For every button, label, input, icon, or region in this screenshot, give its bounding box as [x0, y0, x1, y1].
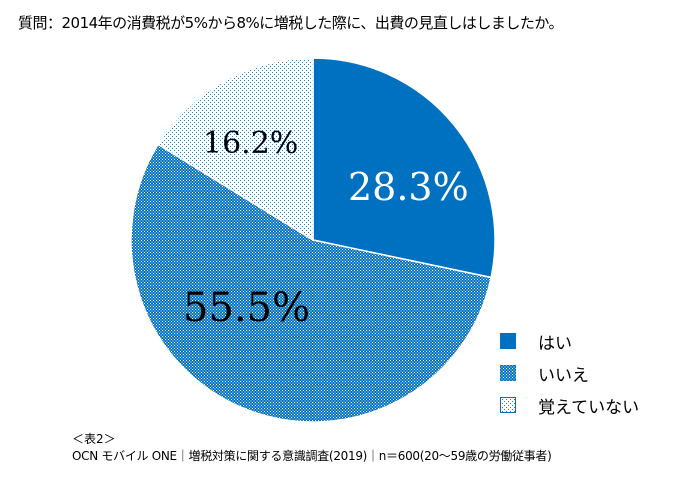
legend-swatch-dense	[500, 365, 516, 381]
source-note: OCN モバイル ONE｜増税対策に関する意識調査(2019)｜n＝600(20…	[72, 449, 552, 463]
legend-item-dont-remember: 覚えていない	[500, 389, 639, 421]
legend-label: いいえ	[538, 365, 589, 386]
slice-label-no: 55.5%	[183, 285, 311, 331]
legend-label: はい	[538, 333, 572, 354]
legend-item-yes: はい	[500, 325, 639, 357]
legend-swatch-sparse	[500, 397, 516, 413]
slice-label-dont-remember: 16.2%	[203, 126, 299, 161]
table-label: ＜表2＞	[72, 432, 116, 446]
legend-item-no: いいえ	[500, 357, 639, 389]
legend-label: 覚えていない	[538, 397, 640, 418]
slice-label-yes: 28.3%	[348, 165, 469, 209]
pie-slice-2	[157, 57, 314, 242]
pie-slice-1	[130, 143, 492, 423]
chart-title: 質問：2014年の消費税が5%から8%に増税した際に、出費の見直しはしましたか。	[18, 14, 564, 32]
legend: はい いいえ 覚えていない	[500, 325, 639, 421]
pie-slice-0	[312, 57, 496, 279]
legend-swatch-solid	[500, 333, 516, 349]
